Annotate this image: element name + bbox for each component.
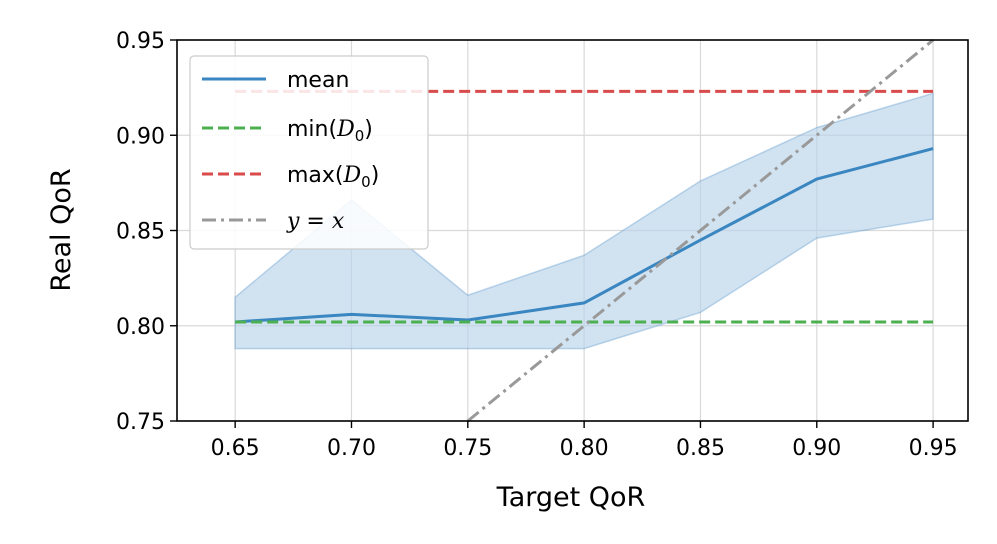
- x-tick-label: 0.80: [560, 436, 609, 461]
- legend-label-mean: mean: [287, 68, 349, 93]
- x-tick-label: 0.75: [443, 436, 492, 461]
- x-tick-label: 0.90: [792, 436, 841, 461]
- x-axis-label: Target QoR: [496, 482, 646, 513]
- legend-label-min: min(D0): [287, 117, 373, 145]
- x-tick-label: 0.70: [327, 436, 376, 461]
- y-tick-label: 0.90: [116, 124, 165, 149]
- legend-label-max: max(D0): [287, 163, 379, 191]
- y-tick-label: 0.95: [116, 29, 165, 54]
- series-line-mean: [235, 147, 934, 324]
- x-tick-label: 0.95: [909, 436, 958, 461]
- x-tick-label: 0.85: [676, 436, 725, 461]
- y-axis-label: Real QoR: [46, 168, 77, 291]
- y-tick-label: 0.80: [116, 315, 165, 340]
- x-tick-label: 0.65: [211, 436, 260, 461]
- confidence-band: [234, 92, 934, 350]
- y-tick-label: 0.75: [116, 410, 165, 435]
- series-line-identity: [466, 38, 935, 423]
- confidence-band-layer: [234, 92, 934, 350]
- legend-box: [189, 55, 429, 250]
- axis-ticks: 0.65 0.70 0.75 0.80 0.85 0.90 0.95 0.75 0.80 0.85…: [116, 29, 958, 461]
- legend: mean min(D0) max(D0) y = x: [189, 55, 429, 250]
- legend-label-identity: y = x: [286, 209, 345, 234]
- y-tick-label: 0.85: [116, 220, 165, 245]
